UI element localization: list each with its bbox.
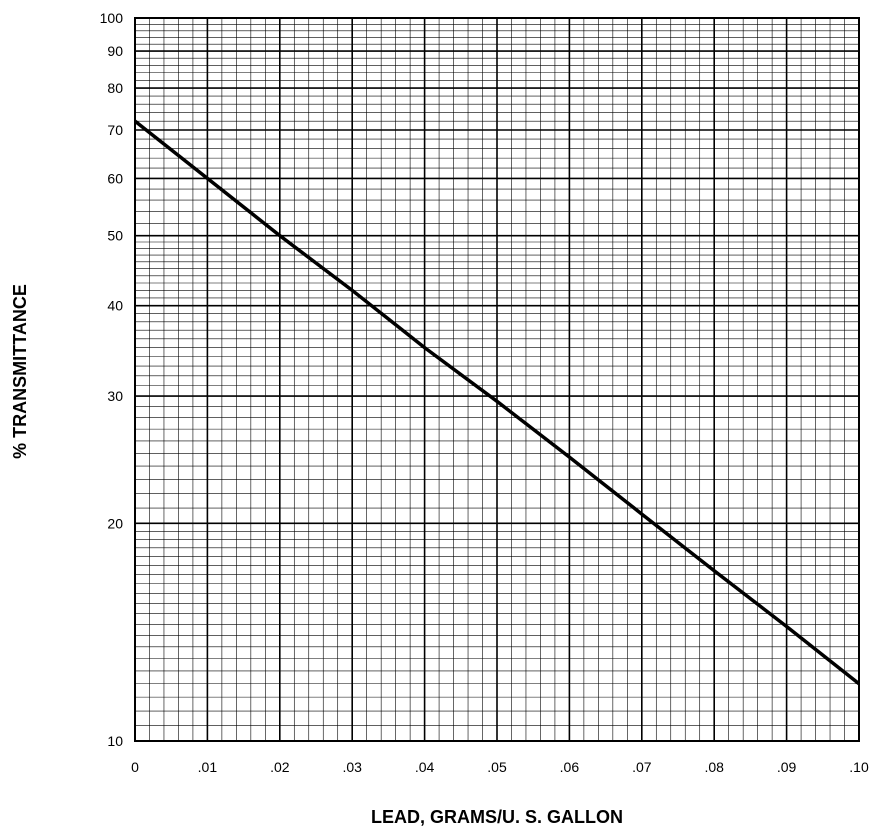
x-tick-label: 0: [131, 759, 139, 775]
y-tick-label: 30: [107, 388, 123, 404]
x-tick-label: .05: [487, 759, 507, 775]
x-tick-label: .03: [342, 759, 362, 775]
x-tick-label: .09: [777, 759, 797, 775]
x-tick-label: .08: [704, 759, 724, 775]
x-tick-labels: 0 .01 .02 .03 .04 .05 .06 .07 .08 .09 .10: [131, 759, 869, 775]
series-layer: [133, 119, 861, 686]
x-tick-label: .07: [632, 759, 652, 775]
y-axis-title: % TRANSMITTANCE: [10, 284, 30, 459]
y-tick-label: 50: [107, 228, 123, 244]
y-tick-label: 40: [107, 298, 123, 314]
y-tick-label: 60: [107, 170, 123, 186]
y-tick-label: 70: [107, 122, 123, 138]
plot-frame: [134, 17, 860, 742]
x-tick-label: .01: [198, 759, 218, 775]
y-tick-label: 10: [107, 733, 123, 749]
y-tick-labels: 10 20 30 40 50 60 70 80 90 100: [100, 10, 124, 749]
y-tick-label: 100: [100, 10, 124, 26]
series-line: [133, 119, 861, 686]
y-tick-label: 80: [107, 80, 123, 96]
y-tick-label: 90: [107, 43, 123, 59]
x-tick-label: .10: [849, 759, 869, 775]
major-grid: [134, 17, 860, 742]
x-tick-label: .04: [415, 759, 435, 775]
y-tick-label: 20: [107, 515, 123, 531]
x-tick-label: .02: [270, 759, 290, 775]
x-axis-title: LEAD, GRAMS/U. S. GALLON: [371, 807, 623, 827]
x-tick-label: .06: [560, 759, 580, 775]
